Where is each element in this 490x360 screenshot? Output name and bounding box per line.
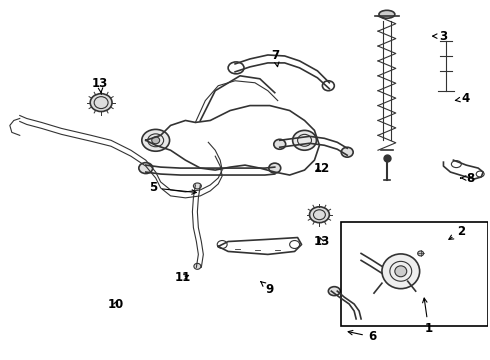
- Text: 9: 9: [261, 282, 274, 296]
- Ellipse shape: [274, 139, 286, 149]
- Text: 3: 3: [433, 30, 447, 42]
- Bar: [341, 222, 488, 326]
- Text: 13: 13: [92, 77, 108, 93]
- Ellipse shape: [90, 94, 112, 112]
- Ellipse shape: [139, 163, 153, 174]
- Ellipse shape: [379, 10, 395, 18]
- Text: 11: 11: [174, 271, 191, 284]
- Ellipse shape: [269, 163, 281, 173]
- Text: 2: 2: [449, 225, 466, 239]
- Text: 5: 5: [148, 181, 196, 194]
- Text: 13: 13: [313, 235, 330, 248]
- Text: 1: 1: [422, 298, 433, 336]
- Ellipse shape: [382, 254, 419, 289]
- Ellipse shape: [341, 147, 353, 157]
- Text: 7: 7: [271, 49, 280, 67]
- Text: 4: 4: [455, 92, 469, 105]
- Ellipse shape: [328, 287, 340, 296]
- Text: 12: 12: [313, 162, 330, 175]
- Ellipse shape: [310, 207, 329, 223]
- Ellipse shape: [417, 251, 424, 256]
- Text: 10: 10: [108, 297, 124, 311]
- Ellipse shape: [142, 129, 170, 151]
- Text: 6: 6: [348, 330, 376, 343]
- Text: 8: 8: [461, 171, 474, 185]
- Ellipse shape: [354, 313, 364, 321]
- Ellipse shape: [395, 266, 407, 277]
- Ellipse shape: [152, 137, 160, 144]
- Ellipse shape: [194, 183, 201, 189]
- Ellipse shape: [293, 130, 317, 150]
- Ellipse shape: [194, 264, 201, 269]
